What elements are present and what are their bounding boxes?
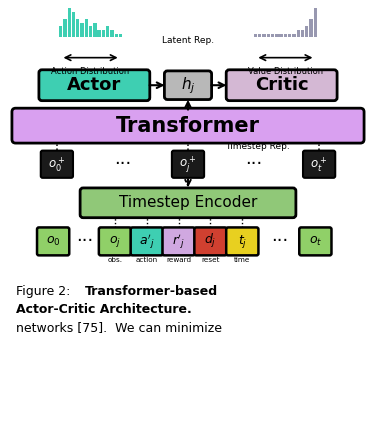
Bar xyxy=(309,19,313,37)
Text: ···: ··· xyxy=(76,232,94,251)
FancyBboxPatch shape xyxy=(131,227,163,255)
Text: $r'_j$: $r'_j$ xyxy=(172,232,185,251)
Bar xyxy=(267,34,270,37)
FancyBboxPatch shape xyxy=(37,227,69,255)
Text: $o_0$: $o_0$ xyxy=(46,235,61,248)
Bar xyxy=(106,26,109,37)
Bar xyxy=(292,34,296,37)
Bar xyxy=(110,30,114,37)
Bar xyxy=(284,34,287,37)
Text: $o_j$: $o_j$ xyxy=(109,234,121,249)
FancyBboxPatch shape xyxy=(303,151,335,178)
FancyBboxPatch shape xyxy=(226,227,258,255)
Bar xyxy=(275,34,279,37)
Text: $t_j$: $t_j$ xyxy=(238,233,247,250)
Bar xyxy=(254,34,257,37)
FancyBboxPatch shape xyxy=(299,227,332,255)
Bar xyxy=(314,8,317,37)
Text: Timestep Encoder: Timestep Encoder xyxy=(119,195,257,210)
Bar xyxy=(288,34,291,37)
Text: action: action xyxy=(136,257,158,263)
Bar xyxy=(301,30,304,37)
FancyBboxPatch shape xyxy=(80,188,296,218)
Bar xyxy=(258,34,261,37)
Text: Figure 2:: Figure 2: xyxy=(16,285,74,298)
Bar xyxy=(89,26,92,37)
Text: ···: ··· xyxy=(114,155,131,173)
Bar xyxy=(297,30,300,37)
Bar xyxy=(68,8,71,37)
Text: Critic: Critic xyxy=(255,76,308,94)
Bar xyxy=(63,19,67,37)
Text: ···: ··· xyxy=(245,155,262,173)
Text: Latent Rep.: Latent Rep. xyxy=(162,36,214,45)
Text: reward: reward xyxy=(166,257,191,263)
Bar xyxy=(85,19,88,37)
Bar xyxy=(80,23,84,37)
Text: $h_j$: $h_j$ xyxy=(181,75,195,95)
FancyBboxPatch shape xyxy=(172,151,204,178)
Bar xyxy=(262,34,266,37)
FancyBboxPatch shape xyxy=(194,227,227,255)
Bar xyxy=(93,23,97,37)
Bar xyxy=(271,34,274,37)
Text: ···: ··· xyxy=(271,232,288,251)
FancyBboxPatch shape xyxy=(226,70,337,100)
Bar xyxy=(76,19,79,37)
FancyBboxPatch shape xyxy=(41,151,73,178)
FancyBboxPatch shape xyxy=(99,227,131,255)
Text: Actor: Actor xyxy=(67,76,121,94)
Text: Actor-Critic Architecture.: Actor-Critic Architecture. xyxy=(16,303,191,316)
Text: time: time xyxy=(234,257,250,263)
Text: $o_0^+$: $o_0^+$ xyxy=(48,155,65,173)
FancyBboxPatch shape xyxy=(164,71,212,100)
Bar xyxy=(72,12,75,37)
Bar xyxy=(305,26,308,37)
Text: $o_j^+$: $o_j^+$ xyxy=(179,154,197,175)
Text: obs.: obs. xyxy=(108,257,123,263)
Bar xyxy=(115,34,118,37)
FancyBboxPatch shape xyxy=(162,227,195,255)
Bar xyxy=(97,30,101,37)
Text: Transformer-based: Transformer-based xyxy=(85,285,218,298)
Text: $o_t$: $o_t$ xyxy=(309,235,322,248)
FancyBboxPatch shape xyxy=(39,70,150,100)
Bar xyxy=(119,34,122,37)
Text: Action Distribution: Action Distribution xyxy=(52,67,130,76)
Text: reset: reset xyxy=(201,257,220,263)
Text: Transformer: Transformer xyxy=(116,116,260,136)
Text: $d_j$: $d_j$ xyxy=(204,232,217,251)
Text: Value Distribution: Value Distribution xyxy=(248,67,323,76)
Text: $o_t^+$: $o_t^+$ xyxy=(311,155,328,173)
Text: Timestep Rep.: Timestep Rep. xyxy=(225,142,290,151)
Bar xyxy=(279,34,283,37)
FancyBboxPatch shape xyxy=(12,108,364,143)
Bar xyxy=(59,26,62,37)
Text: networks [75].  We can minimize: networks [75]. We can minimize xyxy=(16,321,222,334)
Bar xyxy=(102,30,105,37)
Text: $a'_j$: $a'_j$ xyxy=(139,232,155,251)
